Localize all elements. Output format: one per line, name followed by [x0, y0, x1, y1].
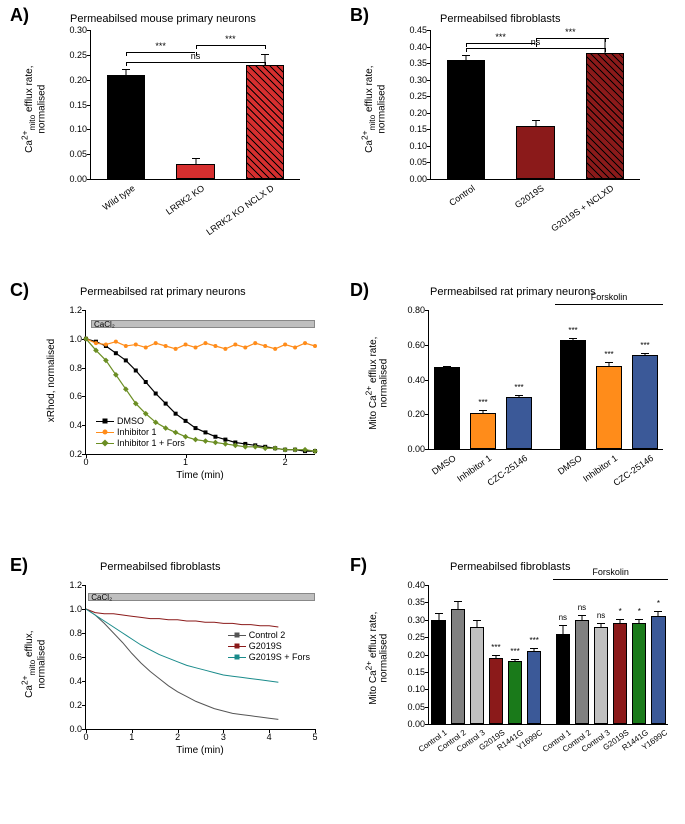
- panel-f-title: Permeabilsed fibroblasts: [450, 561, 570, 573]
- panel-e-label: E): [10, 555, 28, 576]
- panel-a-label: A): [10, 5, 29, 26]
- panel-d-ylabel: Mito Ca2+ efflux rate,normalised: [363, 337, 389, 430]
- panel-f-chart: 0.000.050.100.150.200.250.300.350.40Cont…: [428, 585, 668, 725]
- panel-f-ylabel: Mito Ca2+ efflux rate,normalised: [363, 612, 389, 705]
- panel-b-label: B): [350, 5, 369, 26]
- panel-c-label: C): [10, 280, 29, 301]
- panel-c-xlabel: Time (min): [176, 470, 223, 481]
- panel-c-ylabel: xRhod, normalised: [46, 339, 57, 422]
- panel-a-title: Permeabilsed mouse primary neurons: [70, 13, 256, 25]
- panel-f-label: F): [350, 555, 367, 576]
- panel-d-title: Permeabilsed rat primary neurons: [430, 286, 596, 298]
- panel-e-ylabel: Ca2+mito efflux,normalised: [19, 631, 47, 698]
- panel-b-ylabel: Ca2+mito efflux rate,normalised: [360, 66, 388, 153]
- panel-e-chart: 0.00.20.40.60.81.01.2012345CaCl₂Control …: [85, 585, 315, 730]
- panel-d-label: D): [350, 280, 369, 301]
- panel-a-chart: 0.000.050.100.150.200.250.30Wild typeLRR…: [90, 30, 300, 180]
- panel-d-chart: 0.000.200.400.600.80DMSOInhibitor 1***CZ…: [428, 310, 663, 450]
- panel-c-chart: 0.20.40.60.81.01.2012CaCl₂DMSOInhibitor …: [85, 310, 315, 455]
- panel-e-xlabel: Time (min): [176, 745, 223, 756]
- panel-b-title: Permeabilsed fibroblasts: [440, 13, 560, 25]
- panel-e-title: Permeabilsed fibroblasts: [100, 561, 220, 573]
- panel-a-ylabel: Ca2+mito efflux rate,normalised: [20, 66, 48, 153]
- panel-b-chart: 0.000.050.100.150.200.250.300.350.400.45…: [430, 30, 640, 180]
- panel-c-title: Permeabilsed rat primary neurons: [80, 286, 246, 298]
